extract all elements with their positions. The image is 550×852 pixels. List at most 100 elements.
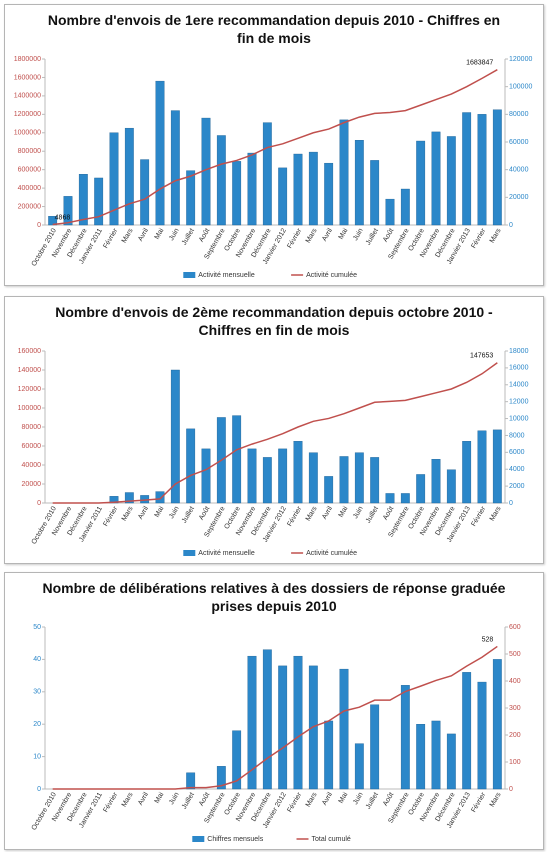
y-tick-label: 40000 [22, 462, 42, 469]
bar [170, 369, 180, 504]
bar [324, 720, 334, 790]
chart-panel: Nombre d'envois de 1ere recommandation d… [4, 4, 544, 286]
x-tick-label: Février [470, 791, 487, 814]
chart-panel: Nombre de délibérations relatives à des … [4, 572, 544, 850]
bar [124, 127, 134, 226]
x-tick-label: Mars [489, 791, 503, 808]
x-tick-label: Mai [154, 227, 166, 241]
bar [324, 162, 334, 226]
x-tick-label: Février [286, 791, 303, 814]
bar [78, 174, 88, 226]
bar [262, 457, 272, 504]
line [52, 645, 498, 790]
x-tick-label: Août [382, 505, 395, 521]
bar [400, 188, 410, 226]
y-tick-label: 20000 [22, 481, 42, 488]
x-tick-label: Juillet [365, 791, 380, 810]
bar [140, 159, 150, 226]
y-tick-label: 1400000 [14, 93, 41, 100]
bar [262, 122, 272, 226]
x-tick-label: Juin [168, 505, 181, 520]
x-tick-label: Juillet [181, 227, 196, 246]
x-tick-label: Mars [489, 505, 503, 522]
bar [400, 493, 410, 504]
x-tick-label: Juillet [181, 791, 196, 810]
y-tick-label: 160000 [18, 348, 41, 355]
x-tick-label: Juillet [181, 505, 196, 524]
legend-swatch [192, 836, 205, 842]
bar [94, 177, 104, 226]
y-tick-label: 1800000 [14, 56, 41, 63]
bar [48, 216, 58, 226]
data-label: 528 [482, 636, 494, 643]
y2-tick-label: 0 [509, 500, 513, 507]
y-tick-label: 50 [33, 624, 41, 631]
bar [416, 474, 426, 504]
y2-tick-label: 2000 [509, 483, 525, 490]
bar [339, 456, 349, 504]
x-tick-label: Août [198, 505, 211, 521]
chart: 0200000400000600000800000100000012000001… [14, 56, 533, 279]
y-tick-label: 1000000 [14, 130, 41, 137]
legend-swatch [183, 272, 196, 278]
bar [462, 441, 472, 504]
x-tick-label: Février [102, 505, 119, 528]
bar [232, 730, 242, 790]
y2-tick-label: 14000 [509, 382, 529, 389]
bar [247, 448, 257, 504]
bar [186, 170, 196, 226]
bar [492, 659, 502, 790]
bar [462, 672, 472, 790]
bar [446, 136, 456, 226]
y2-tick-label: 80000 [509, 111, 529, 118]
x-tick-label: Octobre 2010 [31, 227, 58, 267]
x-tick-label: Février [470, 505, 487, 528]
y-tick-label: 600000 [18, 167, 41, 174]
y-tick-label: 400000 [18, 185, 41, 192]
bar [308, 151, 318, 226]
bar [416, 140, 426, 226]
y2-tick-label: 20000 [509, 194, 529, 201]
bar [416, 723, 426, 790]
bar [155, 80, 165, 226]
x-tick-label: Août [382, 791, 395, 807]
y2-tick-label: 500 [509, 651, 521, 658]
x-tick-label: Août [382, 227, 395, 243]
bar [385, 493, 395, 504]
x-tick-label: Avril [137, 505, 150, 521]
y-tick-label: 1200000 [14, 111, 41, 118]
bar [324, 476, 334, 504]
y-tick-label: 100000 [18, 405, 41, 412]
y-tick-label: 80000 [22, 424, 42, 431]
bar [308, 452, 318, 504]
bar [216, 135, 226, 226]
x-tick-label: Avril [321, 505, 334, 521]
x-tick-label: Juin [352, 227, 365, 242]
y2-tick-label: 10000 [509, 415, 529, 422]
y2-tick-label: 300 [509, 705, 521, 712]
y2-tick-label: 4000 [509, 466, 525, 473]
x-tick-label: Avril [137, 791, 150, 807]
y-tick-label: 0 [37, 500, 41, 507]
bar [216, 766, 226, 790]
bar [247, 655, 257, 790]
bar [446, 733, 456, 790]
y-tick-label: 20 [33, 721, 41, 728]
x-tick-label: Mai [338, 791, 350, 805]
legend-swatch [183, 550, 196, 556]
x-tick-label: Août [198, 227, 211, 243]
y2-tick-label: 40000 [509, 167, 529, 174]
bar [492, 429, 502, 504]
y-tick-label: 10 [33, 753, 41, 760]
legend-label: Chiffres mensuels [207, 836, 263, 843]
chart: 0200004000060000800001000001200001400001… [18, 348, 529, 557]
x-tick-label: Avril [137, 227, 150, 243]
x-tick-label: Mars [305, 791, 319, 808]
y2-tick-label: 60000 [509, 139, 529, 146]
x-tick-label: Mars [121, 505, 135, 522]
bar [278, 448, 288, 504]
y2-tick-label: 400 [509, 678, 521, 685]
y2-tick-label: 18000 [509, 348, 529, 355]
bar [262, 649, 272, 790]
